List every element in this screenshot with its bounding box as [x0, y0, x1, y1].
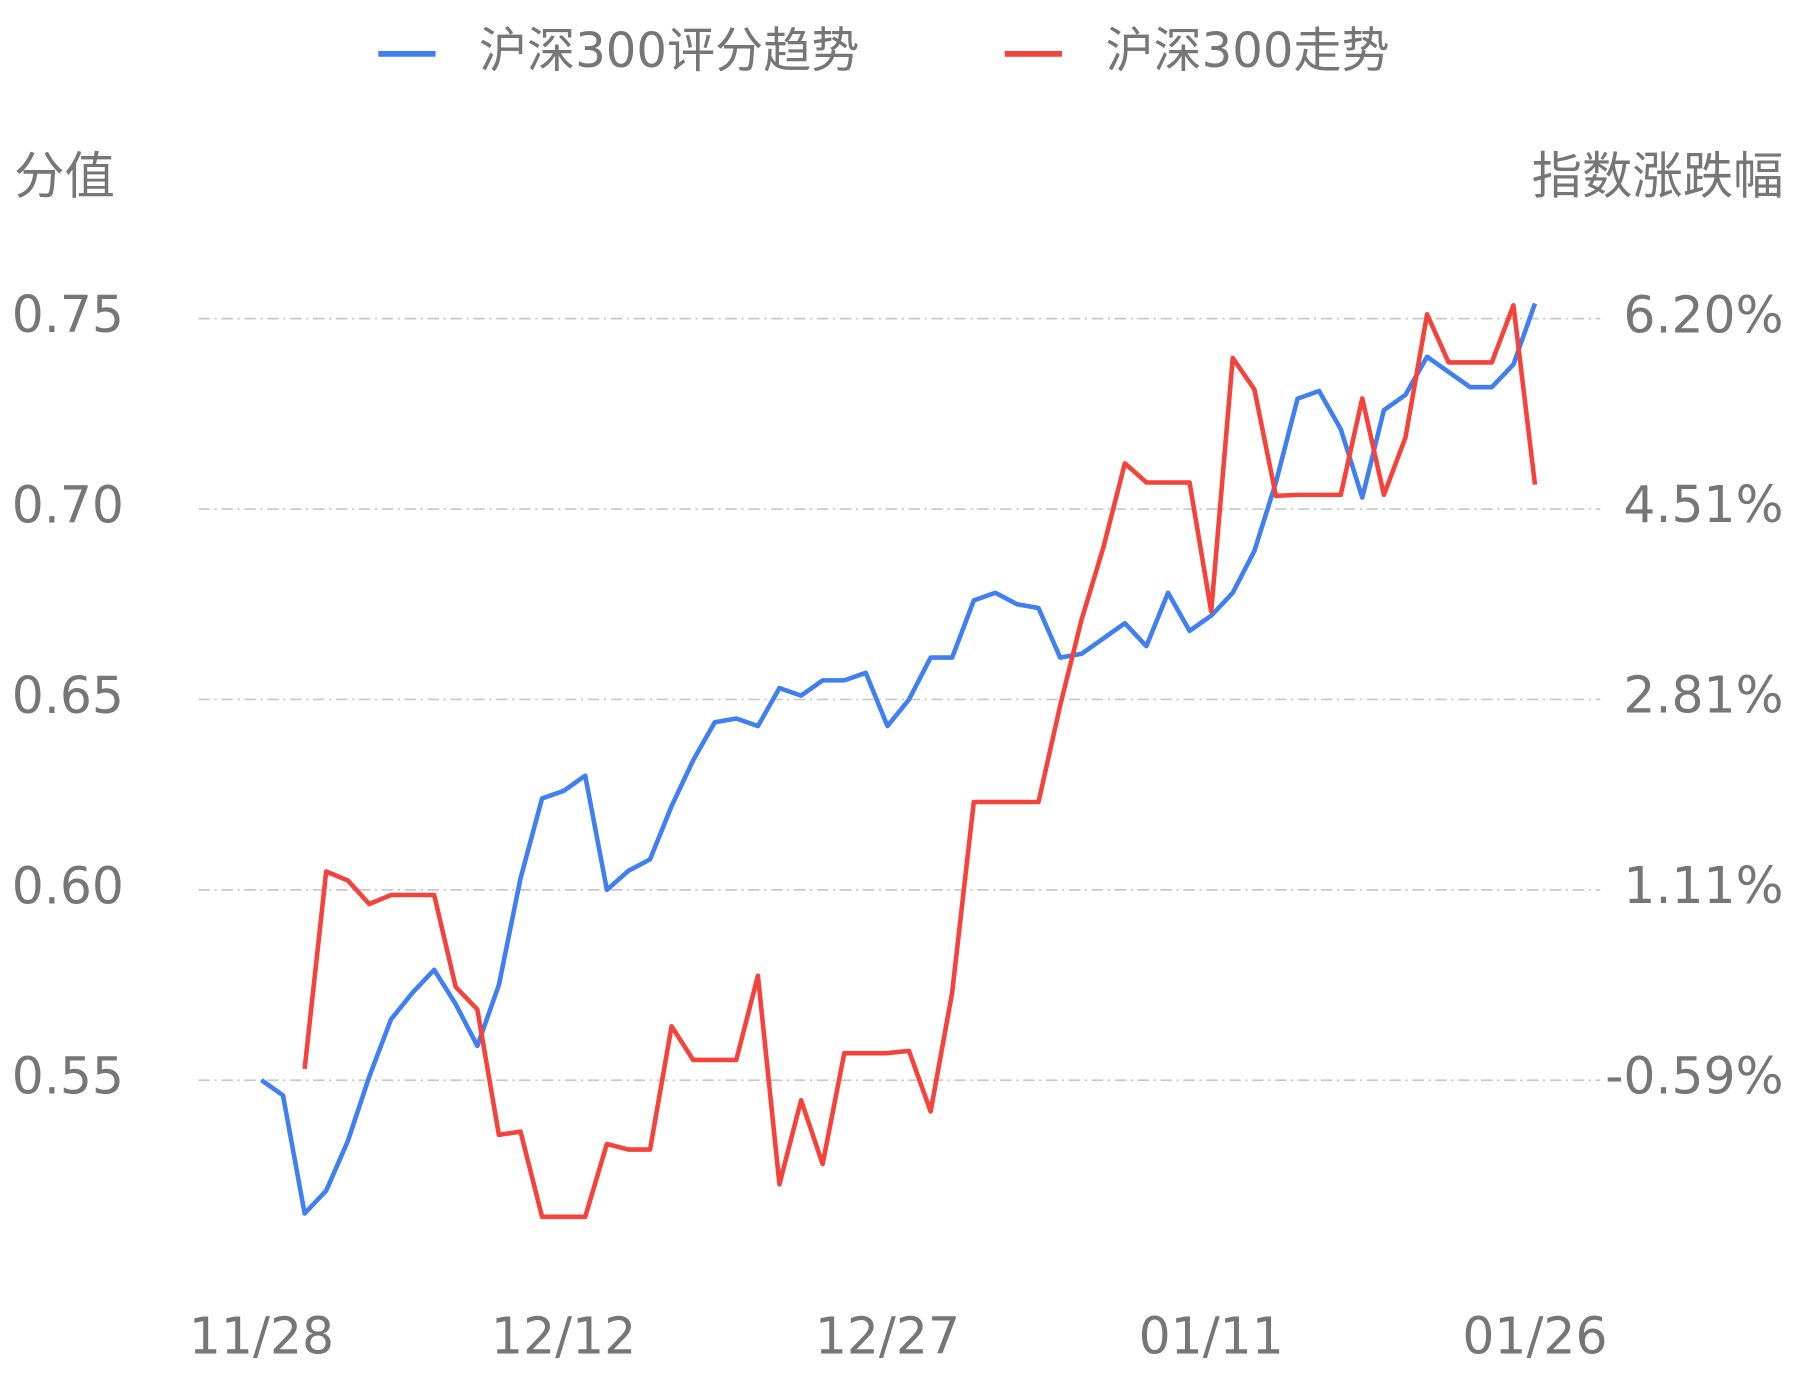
legend-label: 沪深300评分趋势 [479, 23, 859, 79]
y2-tick-label: 2.81% [1623, 665, 1783, 724]
x-tick-label: 01/11 [1139, 1306, 1284, 1365]
y-tick-label: 0.65 [12, 666, 124, 725]
y2-tick-label: 6.20% [1623, 285, 1783, 344]
y2-tick-label: 1.11% [1623, 856, 1783, 915]
y2-tick-label: -0.59% [1605, 1047, 1783, 1106]
x-tick-label: 11/28 [189, 1306, 334, 1365]
x-tick-label: 12/12 [491, 1306, 636, 1365]
legend-label: 沪深300走势 [1106, 23, 1390, 79]
x-tick-label: 01/26 [1462, 1306, 1607, 1365]
y-tick-label: 0.55 [12, 1047, 124, 1106]
y-axis-title: 分值 [14, 146, 115, 205]
y2-tick-label: 4.51% [1623, 475, 1783, 534]
y-tick-label: 0.70 [12, 476, 124, 535]
series-line [302, 303, 1538, 1220]
series-line [260, 302, 1538, 1216]
y-tick-label: 0.60 [12, 856, 124, 915]
y-tick-label: 0.75 [12, 285, 124, 344]
x-tick-label: 12/27 [815, 1306, 960, 1365]
y2-axis-title: 指数涨跌幅 [1532, 146, 1784, 205]
